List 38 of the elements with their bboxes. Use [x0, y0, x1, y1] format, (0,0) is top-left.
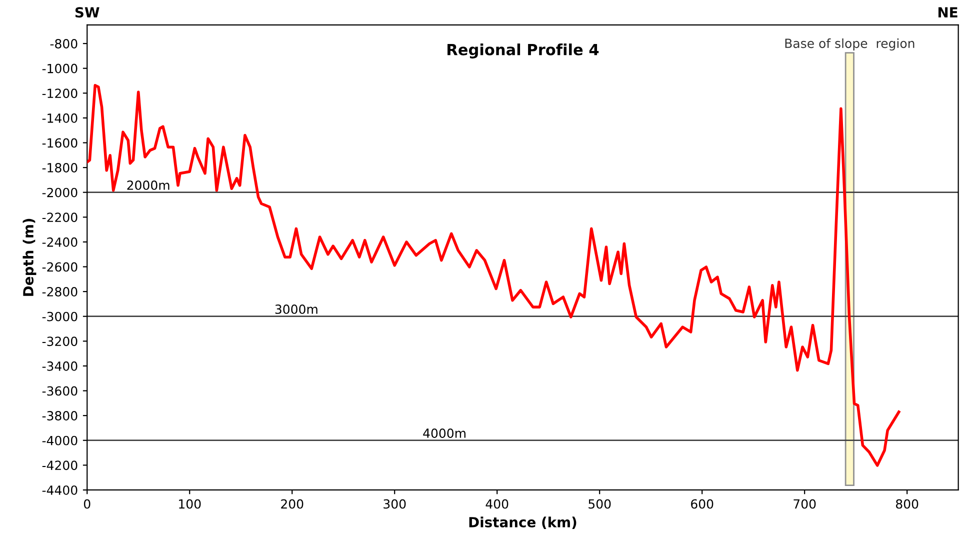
- y-tick-label: -2200: [42, 212, 78, 222]
- y-tick-label: -4200: [42, 460, 78, 470]
- y-tick-label: -1800: [42, 163, 78, 172]
- ref-line-label: 2000m: [127, 180, 170, 190]
- x-tick-label: 400: [486, 499, 508, 509]
- y-tick-label: -2800: [42, 287, 78, 296]
- y-tick-label: -800: [50, 39, 78, 48]
- band-label: Base of slope region: [785, 38, 914, 51]
- x-tick-label: 500: [588, 499, 611, 509]
- line-series: [87, 84, 900, 467]
- ref-line-label: 3000m: [275, 304, 318, 314]
- y-tick-label: -1200: [42, 88, 78, 98]
- y-tick-label: -1000: [42, 64, 78, 74]
- y-tick-label: -2000: [42, 188, 78, 198]
- text: NE: [938, 7, 958, 18]
- y-tick-label: -2400: [42, 237, 78, 247]
- x-tick-label: 0: [84, 499, 90, 509]
- y-tick-label: -3400: [42, 361, 78, 371]
- x-tick-label: 100: [179, 499, 201, 509]
- y-tick-label: -3200: [42, 336, 78, 346]
- x-tick-label: 300: [384, 499, 406, 509]
- y-axis-title: Depth (m): [22, 218, 36, 296]
- y-tick-label: -4400: [42, 485, 78, 495]
- text: Regional Profile 4: [448, 44, 599, 58]
- y-tick-label: -3800: [42, 411, 78, 420]
- y-tick-label: -3000: [42, 312, 78, 322]
- y-tick-label: -1600: [42, 138, 78, 148]
- y-tick-label: -2600: [42, 262, 78, 272]
- x-tick-label: 800: [896, 499, 918, 509]
- x-tick-label: 200: [281, 499, 304, 509]
- x-axis-title: Distance (km): [469, 516, 576, 530]
- x-tick-label: 600: [691, 499, 714, 509]
- y-tick-label: -3600: [42, 386, 78, 396]
- y-tick-label: -1400: [42, 113, 78, 123]
- text: SW: [75, 7, 100, 18]
- x-tick-label: 700: [794, 499, 816, 509]
- ref-line-label: 4000m: [423, 428, 466, 438]
- y-tick-label: -4000: [42, 436, 78, 446]
